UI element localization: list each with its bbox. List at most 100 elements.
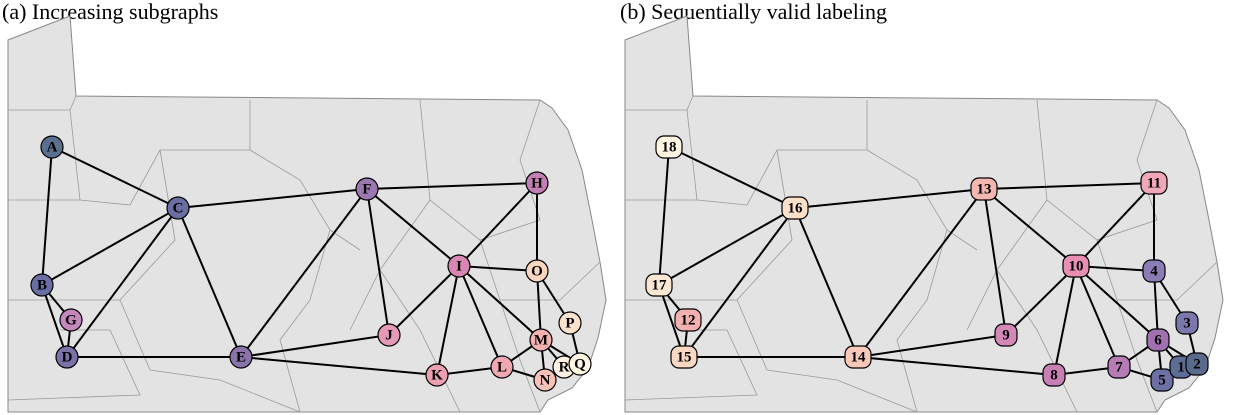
node [781,196,809,220]
node-label: 4 [1150,263,1158,279]
node-label: P [565,315,574,331]
node-label: B [37,277,47,293]
edge [983,188,1077,267]
edge [240,356,438,376]
node-label: K [431,367,443,383]
node [1107,355,1131,379]
node-label: L [497,359,507,375]
node [674,308,702,332]
node [490,355,514,379]
edge [366,182,538,190]
county-border [736,299,918,413]
node [40,135,64,159]
edge [1075,265,1159,341]
county-border [7,329,141,401]
node [1175,311,1199,335]
node [525,259,549,283]
edge [658,207,796,286]
edge [658,284,685,358]
node [655,135,683,159]
node-label: O [531,263,543,279]
county-border [479,239,601,301]
edge [857,356,1055,376]
node-label: R [559,359,570,375]
panel-title: (b) Sequentially valid labeling [620,0,887,24]
node [970,177,998,201]
node [425,363,449,387]
county-border [519,99,541,221]
county-border [8,149,176,301]
node [533,368,557,392]
node [1042,363,1066,387]
node-label: J [385,327,393,343]
county-border [419,99,541,241]
node-label: 12 [681,312,696,328]
edge [1075,265,1120,368]
edge [983,188,1007,336]
county-border [119,299,301,413]
node [1146,328,1170,352]
node [994,323,1018,347]
edge [436,265,460,376]
county-border [499,299,541,413]
node [525,171,549,195]
edge [51,146,179,209]
node-label: 6 [1154,332,1162,348]
node-label: 16 [788,200,804,216]
node [529,328,553,352]
node [645,273,673,297]
edge [41,284,68,358]
node-label: F [362,181,371,197]
panel-title: (a) Increasing subgraphs [2,0,218,24]
county-border [624,329,758,401]
county-border [896,229,948,413]
node [30,273,54,297]
county-border [1096,239,1218,301]
edge [857,334,1007,358]
node-label: N [540,372,551,388]
county-border [866,149,978,251]
edge [1053,265,1077,376]
node-label: M [534,332,548,348]
node-label: H [531,175,543,191]
edge [1005,265,1077,336]
node-label: 11 [1147,175,1161,191]
edge [388,265,460,336]
county-border [1116,299,1158,413]
edge [983,182,1155,190]
node [447,254,471,278]
node [1140,171,1168,195]
edge [857,188,985,358]
node-label: A [47,139,58,155]
edge [458,265,503,368]
node [59,308,83,332]
edge [41,146,53,286]
node-label: 17 [652,277,668,293]
node [1062,254,1090,278]
edge [240,334,390,358]
node [844,345,872,369]
edge [66,207,179,358]
node-label: I [456,258,462,274]
node-label: 14 [851,349,867,365]
edge [240,188,368,358]
county-border [996,269,1078,413]
node [355,177,379,201]
node [1142,259,1166,283]
edge [683,207,796,358]
node-label: 5 [1158,372,1166,388]
edge [1075,182,1155,267]
node-label: C [173,200,184,216]
node [568,352,592,376]
node [55,345,79,369]
node-label: 3 [1183,315,1191,331]
node-label: 1 [1177,359,1185,375]
county-border [1036,99,1158,241]
edge [458,265,538,272]
node-label: 10 [1069,258,1084,274]
node-label: Q [574,356,586,372]
edge [366,188,460,267]
node-label: D [62,349,73,365]
node [377,323,401,347]
